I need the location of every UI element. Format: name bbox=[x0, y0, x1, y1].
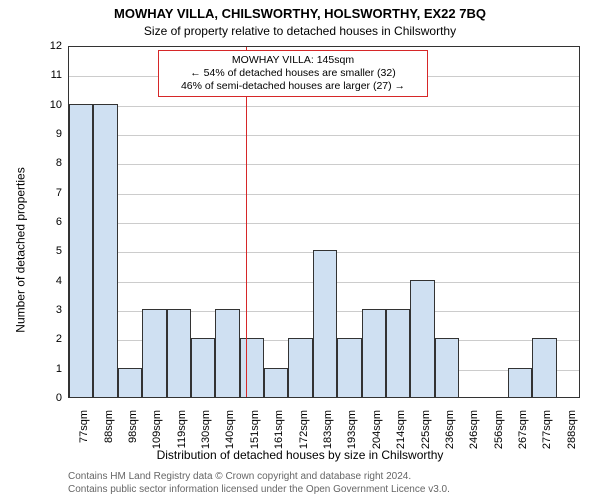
y-tick-label: 11 bbox=[38, 69, 62, 81]
histogram-bar bbox=[288, 338, 312, 397]
x-tick-label: 183sqm bbox=[322, 410, 334, 449]
annotation-box: MOWHAY VILLA: 145sqm ← 54% of detached h… bbox=[158, 50, 428, 97]
gridline bbox=[69, 135, 579, 136]
chart-container: MOWHAY VILLA, CHILSWORTHY, HOLSWORTHY, E… bbox=[0, 0, 600, 500]
y-tick-label: 2 bbox=[38, 333, 62, 345]
y-tick-label: 8 bbox=[38, 157, 62, 169]
plot-area bbox=[68, 46, 580, 398]
histogram-bar bbox=[386, 309, 410, 397]
histogram-bar bbox=[142, 309, 166, 397]
histogram-bar bbox=[240, 338, 264, 397]
annotation-line1: MOWHAY VILLA: 145sqm bbox=[169, 54, 417, 67]
x-tick-label: 172sqm bbox=[298, 410, 310, 449]
reference-marker-line bbox=[246, 47, 247, 397]
y-tick-label: 6 bbox=[38, 216, 62, 228]
histogram-bar bbox=[362, 309, 386, 397]
footer-line1: Contains HM Land Registry data © Crown c… bbox=[68, 471, 450, 484]
x-tick-label: 140sqm bbox=[224, 410, 236, 449]
x-tick-label: 193sqm bbox=[346, 410, 358, 449]
y-tick-label: 1 bbox=[38, 363, 62, 375]
x-tick-label: 151sqm bbox=[249, 410, 261, 449]
y-tick-label: 7 bbox=[38, 187, 62, 199]
histogram-bar bbox=[264, 368, 288, 397]
y-axis-label: Number of detached properties bbox=[14, 167, 28, 332]
x-tick-label: 246sqm bbox=[468, 410, 480, 449]
x-tick-label: 77sqm bbox=[78, 410, 90, 443]
histogram-bar bbox=[532, 338, 556, 397]
gridline bbox=[69, 223, 579, 224]
y-tick-label: 5 bbox=[38, 245, 62, 257]
y-tick-label: 3 bbox=[38, 304, 62, 316]
histogram-bar bbox=[167, 309, 191, 397]
histogram-bar bbox=[410, 280, 434, 397]
x-tick-label: 277sqm bbox=[541, 410, 553, 449]
y-tick-label: 0 bbox=[38, 392, 62, 404]
x-tick-label: 225sqm bbox=[420, 410, 432, 449]
histogram-bar bbox=[435, 338, 459, 397]
x-tick-label: 256sqm bbox=[493, 410, 505, 449]
histogram-bar bbox=[313, 250, 337, 397]
y-tick-label: 4 bbox=[38, 275, 62, 287]
histogram-bar bbox=[93, 104, 117, 397]
y-tick-label: 12 bbox=[38, 40, 62, 52]
x-tick-label: 88sqm bbox=[103, 410, 115, 443]
histogram-bar bbox=[191, 338, 215, 397]
histogram-bar bbox=[508, 368, 532, 397]
histogram-bar bbox=[118, 368, 142, 397]
annotation-line2: ← 54% of detached houses are smaller (32… bbox=[169, 67, 417, 80]
gridline bbox=[69, 106, 579, 107]
y-tick-label: 10 bbox=[38, 99, 62, 111]
y-tick-label: 9 bbox=[38, 128, 62, 140]
x-tick-label: 267sqm bbox=[517, 410, 529, 449]
footer-line2: Contains public sector information licen… bbox=[68, 484, 450, 497]
x-tick-label: 204sqm bbox=[371, 410, 383, 449]
x-tick-label: 130sqm bbox=[200, 410, 212, 449]
x-tick-label: 119sqm bbox=[176, 410, 188, 448]
histogram-bar bbox=[69, 104, 93, 397]
x-tick-label: 161sqm bbox=[273, 410, 285, 449]
x-tick-label: 98sqm bbox=[127, 410, 139, 443]
gridline bbox=[69, 194, 579, 195]
histogram-bar bbox=[337, 338, 361, 397]
gridline bbox=[69, 164, 579, 165]
annotation-line3: 46% of semi-detached houses are larger (… bbox=[169, 80, 417, 93]
x-tick-label: 288sqm bbox=[566, 410, 578, 449]
x-axis-label: Distribution of detached houses by size … bbox=[0, 448, 600, 462]
x-tick-label: 236sqm bbox=[444, 410, 456, 449]
x-tick-label: 109sqm bbox=[151, 410, 163, 449]
chart-subtitle: Size of property relative to detached ho… bbox=[0, 24, 600, 38]
chart-title: MOWHAY VILLA, CHILSWORTHY, HOLSWORTHY, E… bbox=[0, 6, 600, 21]
x-tick-label: 214sqm bbox=[395, 410, 407, 449]
footer-attribution: Contains HM Land Registry data © Crown c… bbox=[68, 471, 450, 496]
histogram-bar bbox=[215, 309, 239, 397]
